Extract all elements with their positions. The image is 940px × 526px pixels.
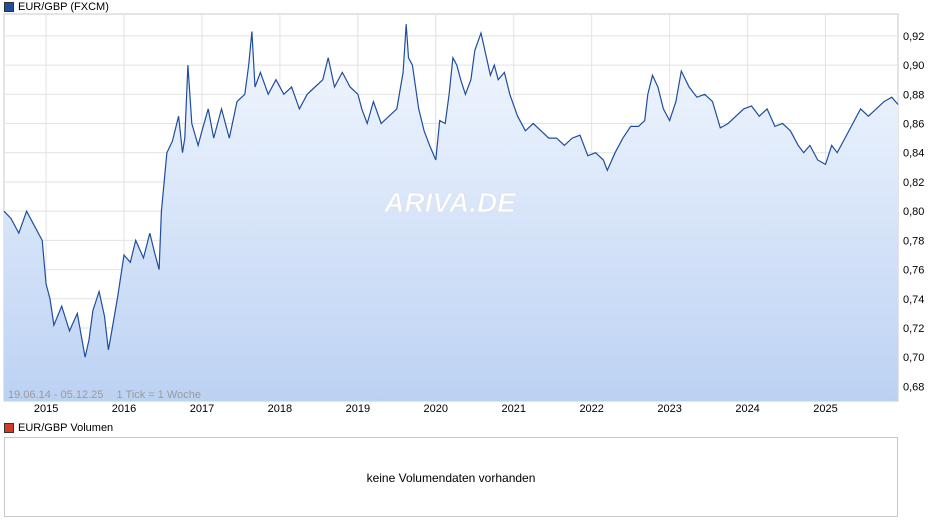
price-line [3, 24, 899, 358]
watermark: ARIVA.DE [383, 187, 517, 218]
volume-legend: EUR/GBP Volumen [4, 422, 113, 434]
y-tick-label: 0,78 [903, 235, 924, 247]
y-tick-label: 0,86 [903, 119, 924, 131]
x-tick-label: 2015 [34, 403, 58, 415]
y-tick-label: 0,88 [903, 89, 924, 101]
y-tick-label: 0,74 [903, 294, 924, 306]
price-chart: ARIVA.DE 0,68 0,70 0,72 0,74 0,76 0,78 0,80 0,8… [3, 13, 924, 415]
y-tick-label: 0,82 [903, 177, 924, 189]
x-tick-label: 2025 [813, 403, 837, 415]
price-legend-swatch [4, 2, 14, 12]
tick-interval-label: 1 Tick = 1 Woche [116, 389, 200, 401]
x-tick-label: 2021 [502, 403, 526, 415]
volume-panel: keine Volumendaten vorhanden [4, 437, 898, 517]
y-axis-ticks: 0,68 0,70 0,72 0,74 0,76 0,78 0,80 0,82 0,84 0,86… [903, 31, 924, 393]
x-tick-label: 2016 [112, 403, 136, 415]
x-tick-label: 2017 [190, 403, 214, 415]
range-info: 19.06.14 - 05.12.25 1 Tick = 1 Woche [8, 389, 201, 401]
x-tick-label: 2018 [268, 403, 292, 415]
volume-empty-message: keine Volumendaten vorhanden [366, 471, 536, 485]
y-tick-label: 0,68 [903, 381, 924, 393]
volume-legend-label: EUR/GBP Volumen [18, 422, 114, 434]
y-tick-label: 0,92 [903, 31, 924, 43]
price-legend-label: EUR/GBP (FXCM) [18, 1, 109, 13]
y-tick-label: 0,80 [903, 206, 924, 218]
x-tick-label: 2019 [346, 403, 370, 415]
y-tick-label: 0,72 [903, 323, 924, 335]
y-tick-label: 0,84 [903, 148, 924, 160]
x-tick-label: 2024 [735, 403, 759, 415]
x-tick-label: 2020 [424, 403, 448, 415]
volume-legend-swatch [4, 423, 14, 433]
date-range-label: 19.06.14 - 05.12.25 [8, 389, 103, 401]
price-legend: EUR/GBP (FXCM) [4, 1, 109, 13]
y-tick-label: 0,70 [903, 352, 924, 364]
x-axis-ticks: 2015 2016 2017 2018 2019 2020 2021 2022 2023 2024… [34, 403, 838, 415]
price-area [4, 24, 898, 401]
y-tick-label: 0,76 [903, 265, 924, 277]
y-tick-label: 0,90 [903, 60, 924, 72]
x-tick-label: 2023 [657, 403, 681, 415]
x-tick-label: 2022 [579, 403, 603, 415]
